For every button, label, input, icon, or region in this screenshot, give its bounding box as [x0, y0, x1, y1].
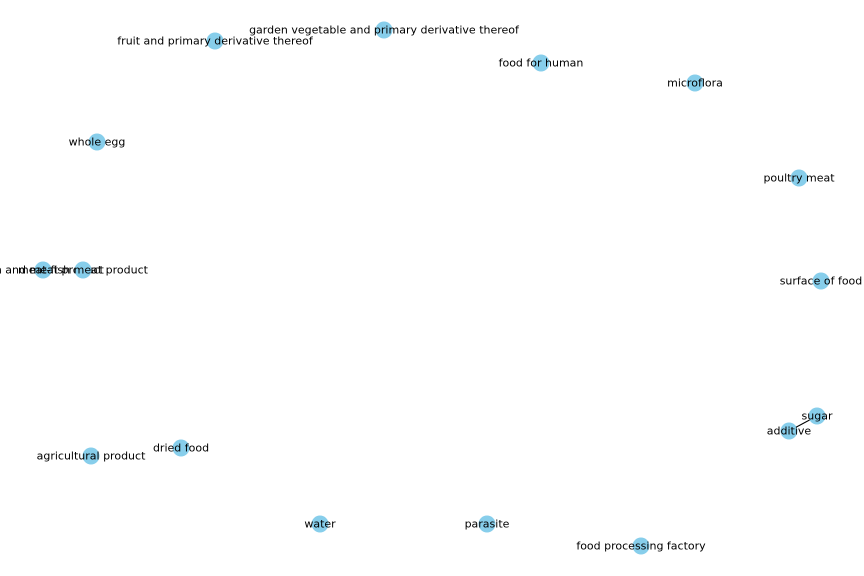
node-marker [74, 261, 92, 279]
node-marker [812, 272, 830, 290]
node-label: additive [767, 425, 812, 438]
node-marker [478, 515, 496, 533]
node-label: surface of food [780, 275, 863, 288]
graph-node: parasite [465, 515, 510, 533]
node-marker [790, 169, 808, 187]
node-marker [172, 439, 190, 457]
node-label: agricultural product [37, 450, 146, 463]
node-marker [88, 133, 106, 151]
node-marker [375, 21, 393, 39]
node-label: sugar [802, 410, 833, 423]
graph-node: food for human [499, 54, 584, 72]
node-marker [686, 74, 704, 92]
node-label: garden vegetable and primary derivative … [249, 24, 520, 37]
node-marker [82, 447, 100, 465]
graph-node: surface of food [780, 272, 863, 290]
graph-node: meat-fish meat product [18, 261, 149, 279]
node-marker [206, 32, 224, 50]
node-label: dried food [153, 442, 209, 455]
graph-node: poultry meat [763, 169, 835, 187]
graph-node: sugar [802, 407, 833, 425]
node-label: parasite [465, 518, 510, 531]
node-marker [632, 537, 650, 555]
node-label: meat-fish meat product [18, 264, 149, 277]
graph-node: food processing factory [576, 537, 706, 555]
node-label: water [304, 518, 336, 531]
node-label: food processing factory [576, 540, 706, 553]
graph-node: agricultural product [37, 447, 146, 465]
graph-node: water [304, 515, 336, 533]
node-label: microflora [667, 77, 723, 90]
graph-node: garden vegetable and primary derivative … [249, 21, 520, 39]
graph-node: additive [767, 422, 812, 440]
node-label: whole egg [69, 136, 126, 149]
graph-node: dried food [153, 439, 209, 457]
node-label: fruit and primary derivative thereof [117, 35, 314, 48]
graph-node: fruit and primary derivative thereof [117, 32, 314, 50]
nodes-layer: garden vegetable and primary derivative … [0, 21, 863, 555]
node-marker [311, 515, 329, 533]
node-marker [808, 407, 826, 425]
node-marker [532, 54, 550, 72]
node-label: food for human [499, 57, 584, 70]
node-marker [780, 422, 798, 440]
graph-node: microflora [667, 74, 723, 92]
graph-node: whole egg [69, 133, 126, 151]
node-marker [34, 261, 52, 279]
node-label: poultry meat [763, 172, 835, 185]
